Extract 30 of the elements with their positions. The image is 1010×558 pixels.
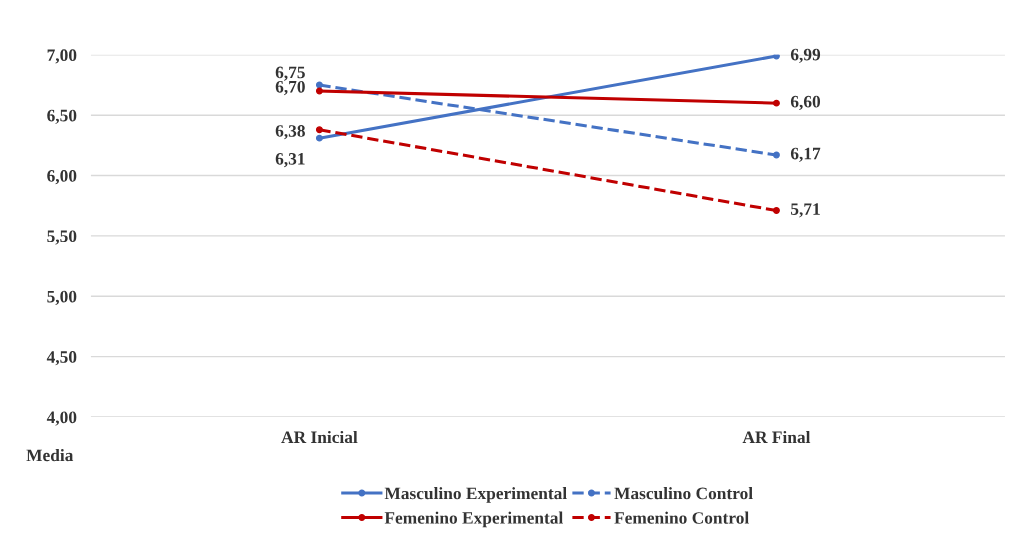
- point: [315, 81, 323, 89]
- point: [315, 126, 323, 134]
- data-label: 6,17: [790, 147, 821, 162]
- x-tick-label: AR Inicial: [281, 430, 358, 444]
- data-label: 5,71: [791, 203, 820, 218]
- point: [772, 151, 780, 159]
- y-tick-label: 5,50: [47, 230, 77, 245]
- y-tick-label: 6,00: [47, 170, 77, 185]
- y-tick-label: 7,00: [47, 49, 77, 64]
- data-label: 6,99: [790, 48, 821, 63]
- point: [772, 54, 780, 60]
- y-tick-label: 4,50: [46, 351, 77, 366]
- data-label: 6,70: [275, 80, 305, 96]
- y-tick-label: 6,50: [47, 109, 77, 124]
- data-label: 6,75: [275, 66, 305, 81]
- data-label: 6,38: [275, 125, 305, 140]
- legend-label: Femenino Control: [614, 511, 749, 524]
- y-axis-title: Media: [26, 448, 74, 462]
- legend-label: Masculino Control: [614, 487, 753, 500]
- data-label: 6,60: [790, 95, 821, 110]
- point: [315, 134, 323, 142]
- y-tick-label: 5,00: [47, 290, 77, 305]
- point: [772, 207, 780, 215]
- y-tick-label: 4,00: [46, 411, 77, 426]
- x-tick-label: AR Final: [742, 430, 811, 444]
- point: [315, 87, 323, 95]
- legend-label: Masculino Experimental: [384, 487, 567, 503]
- data-label: 6,31: [275, 153, 305, 168]
- point: [772, 99, 780, 107]
- legend-label: Femenino Experimental: [384, 511, 563, 528]
